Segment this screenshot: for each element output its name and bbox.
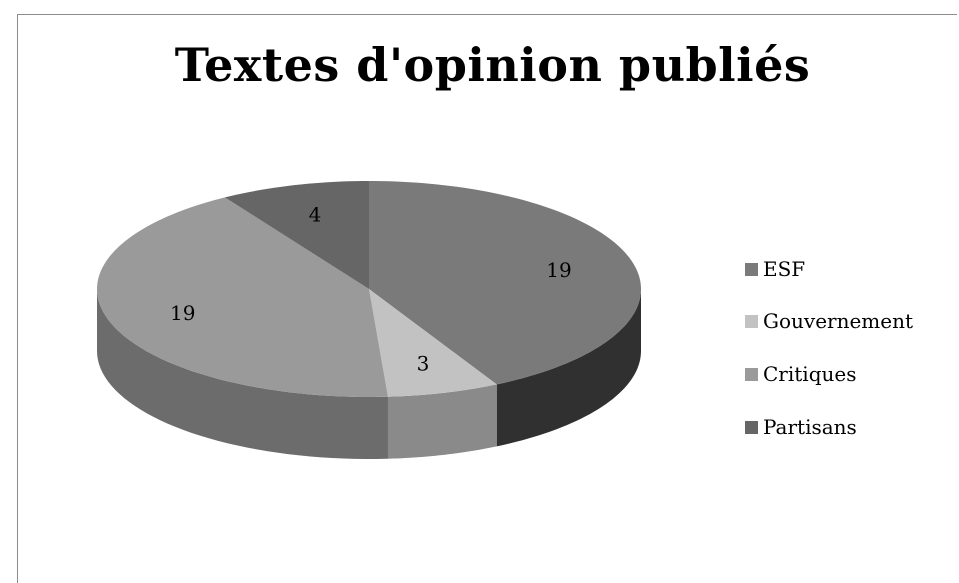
legend-label-esf: ESF <box>763 257 806 281</box>
legend-item-esf: ESF <box>745 255 913 283</box>
pie-slice-partisans <box>224 181 369 289</box>
legend-swatch-partisans <box>745 420 758 434</box>
pie-side-esf <box>496 289 641 447</box>
pie-side-gouvernement <box>387 384 497 459</box>
chart-title: Textes d'opinion publiés <box>174 38 811 92</box>
pie-slice-critiques <box>97 197 388 397</box>
legend-item-critiques: Critiques <box>745 360 913 388</box>
legend-item-gouvernement: Gouvernement <box>745 307 913 335</box>
data-label-esf: 19 <box>546 258 571 282</box>
legend: ESF Gouvernement Critiques Partisans <box>745 255 913 466</box>
legend-item-partisans: Partisans <box>745 413 913 441</box>
legend-swatch-critiques <box>745 367 758 381</box>
pie-side-critiques <box>97 289 388 459</box>
data-label-partisans: 4 <box>309 202 322 226</box>
legend-label-gouvernement: Gouvernement <box>763 309 914 333</box>
legend-label-partisans: Partisans <box>763 415 857 439</box>
pie-slice-gouvernement <box>369 289 497 397</box>
legend-swatch-gouvernement <box>745 314 758 328</box>
data-label-critiques: 19 <box>170 301 195 325</box>
legend-label-critiques: Critiques <box>763 362 857 386</box>
data-label-gouvernement: 3 <box>417 352 430 376</box>
pie-slice-esf <box>369 181 641 385</box>
legend-swatch-esf <box>745 262 758 276</box>
